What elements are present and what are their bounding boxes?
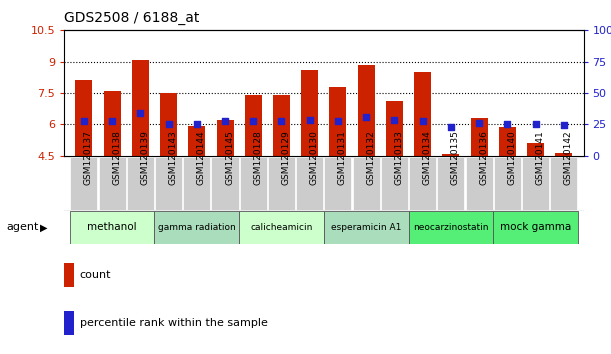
Text: mock gamma: mock gamma	[500, 222, 571, 233]
FancyBboxPatch shape	[240, 157, 267, 210]
Point	[361, 114, 371, 120]
Text: GSM120132: GSM120132	[366, 131, 375, 185]
Bar	[273, 95, 290, 156]
Text: GSM120145: GSM120145	[225, 131, 234, 185]
Text: GSM120128: GSM120128	[254, 131, 262, 185]
FancyBboxPatch shape	[493, 211, 578, 244]
FancyBboxPatch shape	[183, 157, 210, 210]
Text: GSM120144: GSM120144	[197, 131, 206, 185]
Text: GSM120131: GSM120131	[338, 131, 347, 185]
Text: percentile rank within the sample: percentile rank within the sample	[79, 318, 268, 328]
FancyBboxPatch shape	[70, 157, 98, 210]
Bar	[75, 80, 92, 156]
Text: GSM120134: GSM120134	[423, 131, 431, 185]
FancyBboxPatch shape	[353, 157, 379, 210]
FancyBboxPatch shape	[239, 211, 324, 244]
FancyBboxPatch shape	[409, 157, 436, 210]
Bar	[64, 311, 73, 335]
Point	[136, 110, 145, 116]
Bar	[216, 120, 233, 156]
Bar	[442, 154, 459, 156]
Point	[418, 118, 428, 124]
Bar	[414, 72, 431, 156]
Bar	[160, 93, 177, 156]
Bar	[329, 87, 346, 156]
Bar	[188, 126, 205, 156]
Bar	[301, 70, 318, 156]
Text: ▶: ▶	[40, 222, 47, 233]
Point	[192, 121, 202, 127]
FancyBboxPatch shape	[155, 211, 239, 244]
FancyBboxPatch shape	[550, 157, 577, 210]
Bar	[245, 95, 262, 156]
Text: agent: agent	[6, 222, 38, 233]
Point	[530, 121, 540, 127]
Point	[389, 117, 399, 123]
Bar	[357, 65, 375, 156]
Bar	[104, 91, 120, 156]
Text: GSM120135: GSM120135	[451, 131, 460, 185]
Text: neocarzinostatin: neocarzinostatin	[413, 223, 489, 232]
Bar	[386, 101, 403, 156]
FancyBboxPatch shape	[211, 157, 238, 210]
Text: methanol: methanol	[87, 222, 137, 233]
Text: GSM120138: GSM120138	[112, 131, 121, 185]
Text: count: count	[79, 270, 111, 280]
Bar	[132, 61, 149, 156]
Point	[446, 125, 456, 130]
Text: esperamicin A1: esperamicin A1	[331, 223, 401, 232]
FancyBboxPatch shape	[296, 157, 323, 210]
Text: GSM120141: GSM120141	[535, 131, 544, 185]
Text: GDS2508 / 6188_at: GDS2508 / 6188_at	[64, 11, 200, 25]
FancyBboxPatch shape	[381, 157, 408, 210]
Text: GSM120133: GSM120133	[394, 131, 403, 185]
Text: GSM120136: GSM120136	[479, 131, 488, 185]
Point	[249, 118, 258, 124]
FancyBboxPatch shape	[466, 157, 492, 210]
Text: GSM120143: GSM120143	[169, 131, 178, 185]
Bar	[527, 143, 544, 156]
Point	[559, 122, 569, 128]
Point	[502, 121, 512, 127]
Point	[164, 121, 174, 127]
FancyBboxPatch shape	[409, 211, 493, 244]
FancyBboxPatch shape	[437, 157, 464, 210]
Text: calicheamicin: calicheamicin	[251, 223, 313, 232]
Text: GSM120130: GSM120130	[310, 131, 319, 185]
FancyBboxPatch shape	[127, 157, 154, 210]
Text: gamma radiation: gamma radiation	[158, 223, 236, 232]
Bar	[555, 153, 573, 156]
FancyBboxPatch shape	[155, 157, 182, 210]
Bar	[499, 127, 516, 156]
Text: GSM120142: GSM120142	[564, 131, 573, 185]
FancyBboxPatch shape	[522, 157, 549, 210]
Text: GSM120129: GSM120129	[282, 131, 290, 185]
Point	[474, 120, 484, 126]
FancyBboxPatch shape	[494, 157, 521, 210]
Point	[333, 118, 343, 124]
FancyBboxPatch shape	[324, 157, 351, 210]
Point	[79, 118, 89, 124]
FancyBboxPatch shape	[70, 211, 155, 244]
Point	[305, 117, 315, 123]
Text: GSM120137: GSM120137	[84, 131, 93, 185]
Point	[108, 118, 117, 124]
FancyBboxPatch shape	[98, 157, 126, 210]
Text: GSM120140: GSM120140	[507, 131, 516, 185]
Point	[220, 118, 230, 124]
Bar	[470, 118, 488, 156]
FancyBboxPatch shape	[324, 211, 409, 244]
Bar	[64, 263, 73, 287]
Text: GSM120139: GSM120139	[141, 131, 149, 185]
Point	[277, 118, 287, 124]
FancyBboxPatch shape	[268, 157, 295, 210]
